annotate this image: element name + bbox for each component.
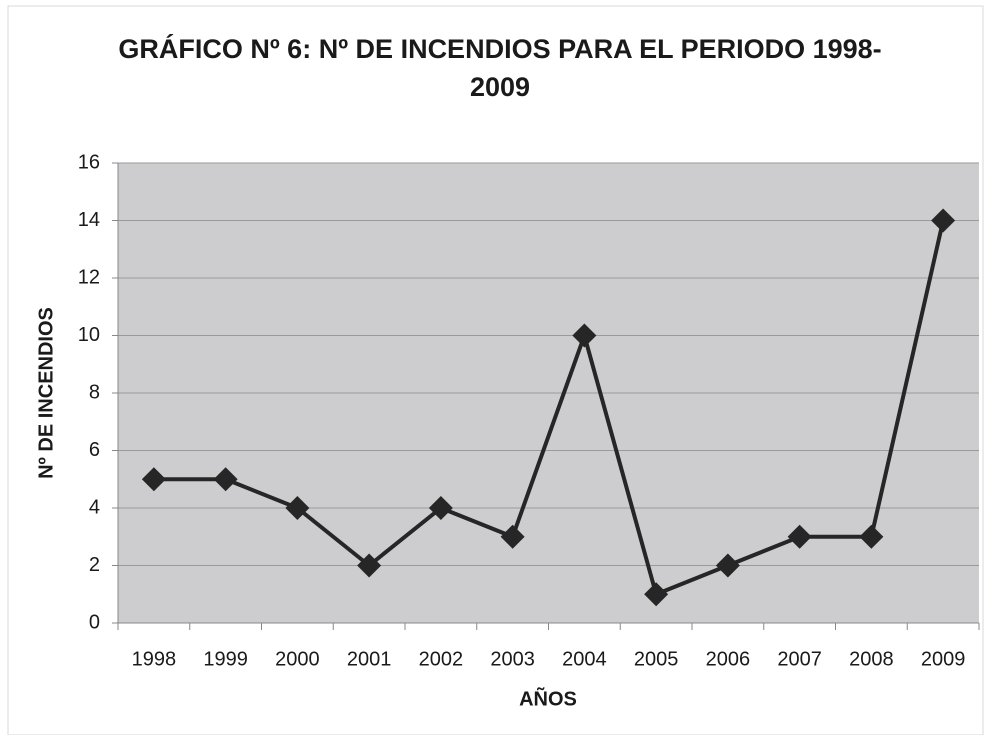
data-point <box>572 323 597 348</box>
x-tick-label: 2000 <box>275 648 320 670</box>
chart-frame <box>7 5 984 735</box>
x-tick-label: 2006 <box>706 648 751 670</box>
x-tick-label: 2008 <box>849 648 894 670</box>
data-point <box>644 582 669 607</box>
y-tick-label: 16 <box>78 151 100 173</box>
y-tick-label: 10 <box>78 324 100 346</box>
x-tick-label: 2001 <box>347 648 392 670</box>
y-tick-label: 6 <box>89 439 100 461</box>
x-axis-label: AÑOS <box>519 687 577 710</box>
y-tick-label: 0 <box>89 611 100 633</box>
data-point <box>931 208 956 233</box>
data-point <box>357 553 382 578</box>
data-point <box>141 467 166 492</box>
x-tick-label: 2003 <box>490 648 535 670</box>
data-point <box>859 524 884 549</box>
data-point <box>285 496 310 520</box>
data-point <box>715 553 740 578</box>
x-tick-label: 2005 <box>634 648 679 670</box>
y-tick-label: 2 <box>89 554 100 576</box>
y-axis-label: Nº DE INCENDIOS <box>35 307 57 479</box>
x-tick-label: 2002 <box>419 648 464 670</box>
y-tick-label: 14 <box>78 209 100 231</box>
x-tick-label: 1998 <box>132 648 177 670</box>
y-tick-label: 4 <box>89 496 100 518</box>
y-tick-label: 8 <box>89 381 100 403</box>
x-tick-label: 2007 <box>777 648 822 670</box>
x-tick-label: 2009 <box>921 648 966 670</box>
data-point <box>213 467 238 492</box>
chart-title: GRÁFICO Nº 6: Nº DE INCENDIOS PARA EL PE… <box>118 34 882 102</box>
data-point <box>787 524 812 549</box>
data-point <box>500 524 525 549</box>
y-tick-label: 12 <box>78 266 100 288</box>
data-point <box>428 496 453 520</box>
x-tick-label: 2004 <box>562 648 607 670</box>
x-tick-label: 1999 <box>203 648 248 670</box>
